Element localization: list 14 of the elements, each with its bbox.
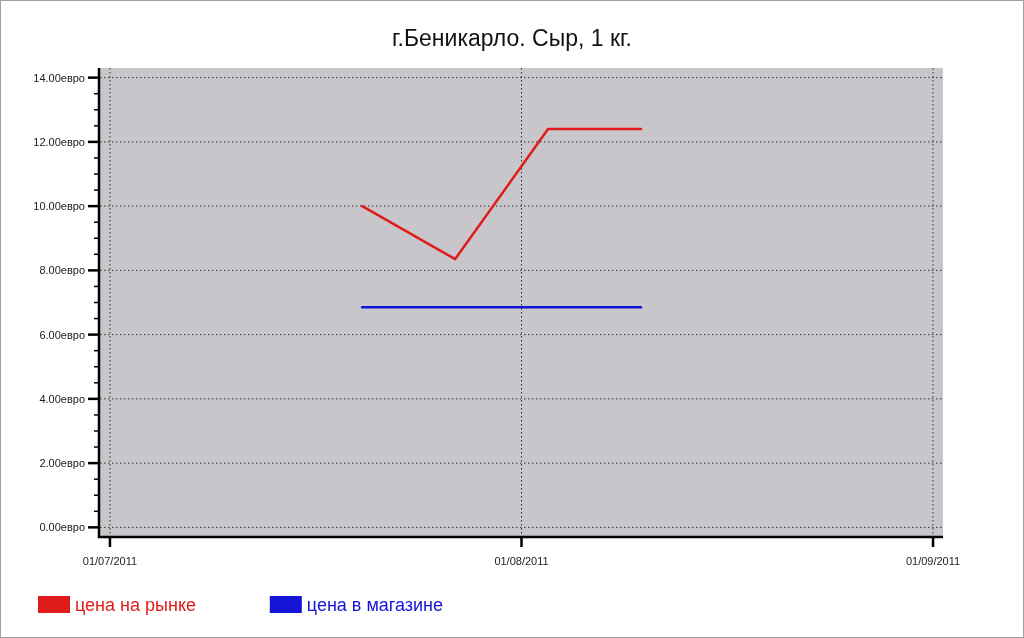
y-tick-label: 6.00евро [39, 328, 85, 341]
x-tick-label: 01/08/2011 [494, 555, 549, 567]
y-tick-label: 12.00евро [33, 135, 85, 148]
chart-title: г.Беникарло. Сыр, 1 кг. [392, 25, 632, 51]
x-tick-label: 01/09/2011 [905, 555, 961, 567]
y-tick-label: 10.00евро [33, 200, 85, 213]
y-tick-label: 8.00евро [39, 264, 85, 277]
legend-label: цена в магазине [306, 595, 444, 615]
y-tick-label: 4.00евро [39, 392, 85, 405]
x-tick-label: 01/07/2011 [82, 555, 138, 567]
y-tick-label: 2.00евро [39, 457, 85, 470]
y-tick-label: 0.00евро [39, 521, 85, 534]
y-tick-label: 14.00евро [33, 71, 85, 84]
legend-label: цена на рынке [75, 595, 196, 615]
